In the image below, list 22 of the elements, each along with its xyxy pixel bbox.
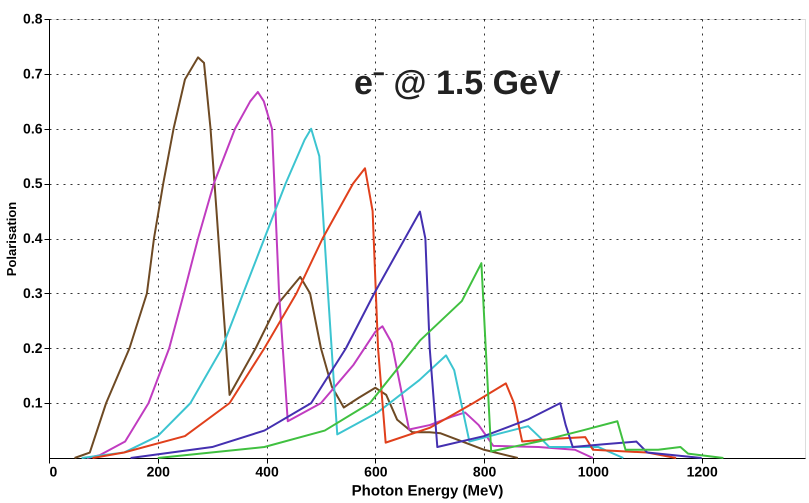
y-tick-label: 0.1	[23, 394, 43, 411]
x-tick-label: 800	[472, 464, 496, 480]
y-tick-label: 0.8	[23, 10, 43, 26]
x-tick-label: 1200	[686, 464, 718, 480]
y-tick-label: 0.7	[23, 65, 43, 82]
line-series	[130, 210, 703, 459]
line-series	[80, 128, 624, 459]
x-tick-label: 200	[146, 464, 170, 480]
line-series	[92, 167, 678, 459]
x-tick-label: 1000	[578, 464, 610, 480]
y-tick-label: 0.5	[23, 175, 43, 192]
y-tick-label: 0.3	[23, 284, 43, 301]
x-axis-title: Photon Energy (MeV)	[352, 482, 504, 500]
y-axis-title: Polarisation	[4, 202, 20, 276]
y-tick-label: 0.6	[23, 120, 43, 136]
x-tick-label: 400	[255, 464, 279, 480]
y-tick-label: 0.4	[23, 230, 43, 246]
line-series	[156, 262, 724, 459]
x-tick-label: 600	[364, 464, 388, 480]
x-tick-label: 0	[50, 464, 58, 480]
annotation: e⁻ @ 1.5 GeV	[354, 64, 562, 102]
y-tick-label: 0.2	[23, 340, 43, 356]
